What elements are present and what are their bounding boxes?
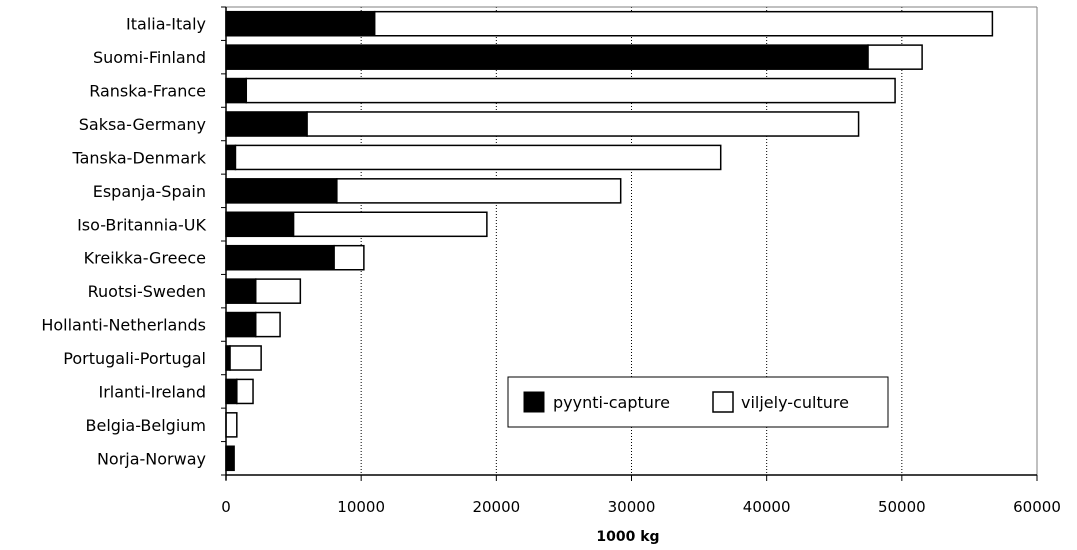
x-tick-label: 50000 (878, 498, 926, 516)
bar-capture (225, 10, 376, 37)
category-label: Ruotsi-Sweden (88, 282, 206, 301)
legend: pyynti-capture viljely-culture (507, 376, 889, 428)
x-axis-title: 1000 kg (596, 529, 659, 545)
bar-culture (292, 211, 488, 238)
legend-swatch-culture (712, 391, 734, 413)
category-label: Iso-Britannia-UK (77, 215, 206, 234)
bar-capture (225, 77, 248, 104)
bar-culture (333, 244, 365, 271)
category-label: Ranska-France (89, 82, 206, 101)
x-tick-label: 30000 (608, 498, 656, 516)
category-labels: Italia-Italy Suomi-Finland Ranska-France Sa… (41, 15, 206, 469)
bar-capture (225, 178, 338, 204)
category-label: Irlanti-Ireland (98, 382, 206, 401)
bar-culture (306, 111, 860, 137)
x-tick-labels: 0 10000 20000 30000 40000 50000 60000 (221, 498, 1061, 516)
category-label: Tanska-Denmark (71, 148, 206, 167)
bar-capture (225, 378, 238, 405)
bar-culture (236, 378, 254, 405)
bar-capture (225, 44, 869, 70)
category-label: Norja-Norway (97, 449, 206, 468)
bar-culture (234, 144, 722, 171)
bar-capture (225, 211, 295, 238)
bar-culture (867, 44, 923, 70)
category-label: Saksa-Germany (79, 115, 206, 134)
bar-capture (225, 244, 335, 271)
bar-capture (225, 311, 257, 338)
bar-culture (254, 311, 281, 338)
bar-capture (225, 445, 235, 472)
bar-culture (229, 345, 262, 371)
legend-label-culture: viljely-culture (741, 393, 849, 412)
category-label: Italia-Italy (126, 15, 206, 34)
category-label: Suomi-Finland (93, 48, 206, 67)
bar-culture (373, 10, 994, 37)
bars (225, 10, 994, 472)
bar-capture (225, 144, 237, 171)
bar-culture (225, 412, 238, 438)
bar-culture (254, 278, 302, 304)
x-tick-label: 10000 (337, 498, 385, 516)
category-label: Portugali-Portugal (63, 349, 206, 368)
category-label: Espanja-Spain (93, 182, 206, 201)
x-tick-label: 40000 (743, 498, 791, 516)
legend-label-capture: pyynti-capture (553, 393, 670, 412)
axes (221, 6, 1038, 481)
bar-capture (225, 111, 308, 137)
bar-culture (245, 77, 896, 104)
x-tick-label: 60000 (1013, 498, 1061, 516)
category-label: Belgia-Belgium (86, 416, 206, 435)
category-label: Hollanti-Netherlands (41, 316, 206, 335)
bar-culture (336, 178, 622, 204)
legend-swatch-capture (523, 391, 545, 413)
bar-capture (225, 278, 257, 304)
x-tick-label: 20000 (472, 498, 520, 516)
category-label: Kreikka-Greece (84, 249, 206, 268)
x-tick-label: 0 (221, 498, 231, 516)
legend-box (507, 376, 889, 428)
